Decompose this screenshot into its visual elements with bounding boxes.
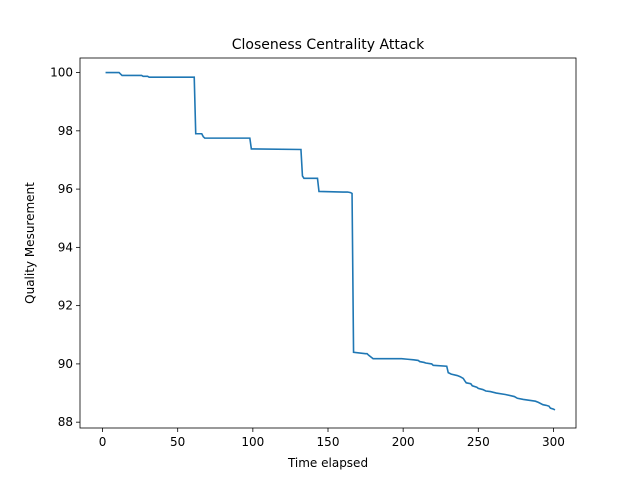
y-tick-label: 96 [58, 182, 73, 196]
y-tick-label: 90 [58, 357, 73, 371]
x-tick-label: 300 [542, 435, 565, 449]
x-axis-label: Time elapsed [287, 456, 368, 470]
plot-area [80, 58, 576, 428]
x-tick-label: 0 [99, 435, 107, 449]
x-tick-label: 200 [392, 435, 415, 449]
series-line [105, 71, 556, 411]
y-tick-label: 94 [58, 240, 73, 254]
x-tick-label: 50 [170, 435, 185, 449]
y-tick-label: 88 [58, 415, 73, 429]
y-tick-label: 100 [50, 66, 73, 80]
chart-title: Closeness Centrality Attack [232, 37, 425, 53]
tick-group: 0 50 100 150 200 250 300 88 90 92 94 96 98 100 [50, 66, 565, 449]
y-axis-label: Quality Mesurement [23, 182, 37, 304]
x-tick-label: 100 [241, 435, 264, 449]
y-tick-label: 92 [58, 299, 73, 313]
x-tick-label: 250 [467, 435, 490, 449]
plot-frame [79, 57, 577, 429]
y-tick-label: 98 [58, 124, 73, 138]
x-tick-label: 150 [317, 435, 340, 449]
